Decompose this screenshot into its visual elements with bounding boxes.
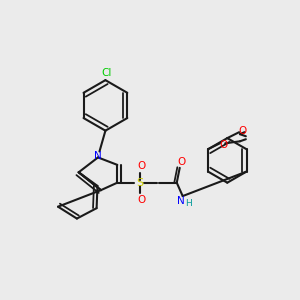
Text: S: S [136,178,143,188]
Text: N: N [94,151,102,161]
Text: O: O [177,158,185,167]
Text: O: O [137,195,145,205]
Text: O: O [238,126,247,136]
Text: N: N [177,196,185,206]
Text: H: H [185,199,191,208]
Text: O: O [137,161,145,171]
Text: O: O [219,140,228,150]
Text: Cl: Cl [102,68,112,78]
